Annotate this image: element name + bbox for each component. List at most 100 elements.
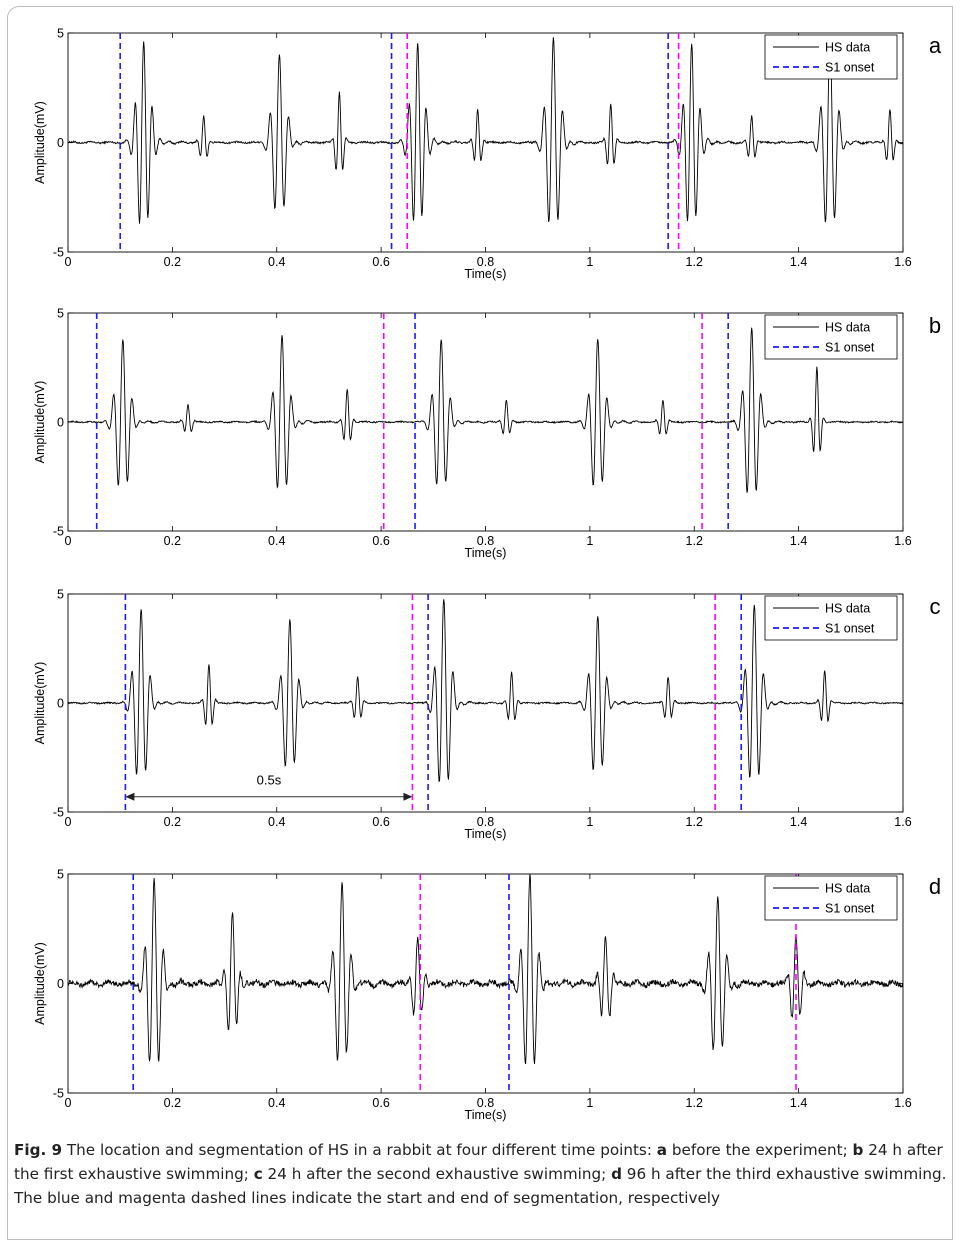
annotation-label: 0.5s [257, 773, 282, 788]
legend-label: S1 onset [825, 341, 875, 355]
x-axis-label: Time(s) [465, 267, 507, 281]
panel-letter: d [929, 874, 941, 899]
x-tick-label: 0.6 [372, 815, 389, 829]
legend: HS data S1 onset [764, 595, 898, 641]
panel-letter: b [929, 313, 941, 338]
y-axis-label: Amplitude(mV) [33, 381, 47, 464]
x-tick-label: 1.2 [686, 534, 703, 548]
legend-label: S1 onset [825, 622, 875, 636]
chart-panel-c: 0 0.2 0.4 0.6 0.8 1 1.2 1.4 1.650-50.5sTime(s)Am… [33, 588, 941, 842]
x-tick-label: 0.6 [372, 255, 389, 269]
x-axis-label: Time(s) [465, 827, 507, 841]
caption-text: 96 h after the third exhaustive swimming… [14, 1165, 947, 1207]
x-tick-label: 0.2 [164, 255, 181, 269]
x-tick-label: 1 [586, 1096, 593, 1110]
figure-plots: 0 0.2 0.4 0.6 0.8 1 1.2 1.4 1.650-5Time(s)Amplit… [33, 27, 942, 1123]
x-tick-label: 0.8 [477, 534, 494, 548]
x-tick-label: 1.2 [686, 815, 703, 829]
x-tick-label: 0.8 [477, 1096, 494, 1110]
x-tick-label: 0.4 [268, 815, 285, 829]
legend-label: S1 onset [825, 61, 875, 75]
x-tick-label: 1 [586, 255, 593, 269]
figure-label: Fig. 9 [14, 1141, 63, 1159]
x-tick-label: 1 [586, 815, 593, 829]
legend-box [764, 875, 898, 921]
y-tick-label: -5 [53, 246, 64, 260]
y-tick-label: 5 [57, 27, 64, 41]
x-tick-label: 0.2 [164, 815, 181, 829]
interval-annotation: 0.5s [125, 773, 413, 801]
y-tick-label: -5 [53, 1087, 64, 1101]
x-tick-label: 0.4 [268, 255, 285, 269]
y-axis-label: Amplitude(mV) [33, 662, 47, 745]
y-tick-label: -5 [53, 525, 64, 539]
annotation-arrowhead-left [125, 792, 135, 801]
x-tick-label: 0.8 [477, 255, 494, 269]
x-axis-label: Time(s) [465, 1108, 507, 1122]
plot-marks [68, 313, 903, 531]
caption-panel-ref: d [611, 1165, 622, 1183]
caption-text: before the experiment; [667, 1141, 853, 1159]
legend-label: HS data [825, 41, 870, 55]
x-tick-label: 0.6 [372, 1096, 389, 1110]
x-tick-label: 0 [65, 534, 72, 548]
chart-panel-b: 0 0.2 0.4 0.6 0.8 1 1.2 1.4 1.650-5Time(s)Amplit… [33, 307, 941, 561]
legend: HS data S1 onset [764, 875, 898, 921]
legend-box [764, 595, 898, 641]
y-tick-label: -5 [53, 806, 64, 820]
y-tick-label: 0 [57, 136, 64, 150]
x-tick-label: 1 [586, 534, 593, 548]
caption-text: The location and segmentation of HS in a… [62, 1141, 657, 1159]
legend-label: S1 onset [825, 902, 875, 916]
x-tick-label: 1.6 [894, 1096, 911, 1110]
x-tick-label: 1.6 [894, 534, 911, 548]
x-tick-label: 1.6 [894, 255, 911, 269]
y-axis-label: Amplitude(mV) [33, 101, 47, 184]
x-tick-label: 0.6 [372, 534, 389, 548]
caption-text: 24 h after the first exhaustive swimming… [14, 1141, 943, 1183]
hs-data-line [68, 37, 903, 224]
caption-panel-ref: a [656, 1141, 668, 1159]
legend-box [764, 34, 898, 80]
x-tick-label: 0 [65, 255, 72, 269]
legend-label: HS data [825, 602, 870, 616]
x-tick-label: 1.6 [894, 815, 911, 829]
x-tick-label: 0.2 [164, 534, 181, 548]
x-tick-label: 0.4 [268, 1096, 285, 1110]
x-tick-label: 1.4 [790, 815, 807, 829]
x-tick-label: 1.2 [686, 255, 703, 269]
x-tick-label: 1.4 [790, 1096, 807, 1110]
caption-panel-ref: c [253, 1165, 263, 1183]
x-axis-label: Time(s) [465, 546, 507, 560]
x-tick-label: 0.8 [477, 815, 494, 829]
figure-caption: Fig. 9 The location and segmentation of … [14, 1138, 949, 1210]
x-tick-label: 1.4 [790, 534, 807, 548]
hs-data-line [68, 599, 903, 783]
hs-data-line [68, 327, 903, 493]
x-tick-label: 0.2 [164, 1096, 181, 1110]
legend-label: HS data [825, 882, 870, 896]
x-tick-label: 0.4 [268, 534, 285, 548]
chart-panel-d: 0 0.2 0.4 0.6 0.8 1 1.2 1.4 1.650-5Time(s)Amplit… [33, 868, 941, 1123]
y-tick-label: 0 [57, 416, 64, 430]
plot-marks [68, 874, 903, 1093]
y-tick-label: 0 [57, 977, 64, 991]
panel-letter: a [929, 33, 942, 58]
y-tick-label: 0 [57, 697, 64, 711]
legend-box [764, 314, 898, 360]
y-tick-label: 5 [57, 588, 64, 602]
y-axis-label: Amplitude(mV) [33, 942, 47, 1025]
hs-data-line [68, 874, 903, 1065]
x-tick-label: 1.4 [790, 255, 807, 269]
x-tick-label: 1.2 [686, 1096, 703, 1110]
legend: HS data S1 onset [764, 34, 898, 80]
chart-panel-a: 0 0.2 0.4 0.6 0.8 1 1.2 1.4 1.650-5Time(s)Amplit… [33, 27, 942, 282]
plot-marks [68, 33, 903, 252]
plot-marks [68, 594, 903, 812]
figure-frame [7, 6, 953, 1240]
legend-label: HS data [825, 321, 870, 335]
y-tick-label: 5 [57, 307, 64, 321]
y-tick-label: 5 [57, 868, 64, 882]
caption-text: 24 h after the second exhaustive swimmin… [262, 1165, 612, 1183]
annotation-arrowhead-right [403, 792, 413, 801]
